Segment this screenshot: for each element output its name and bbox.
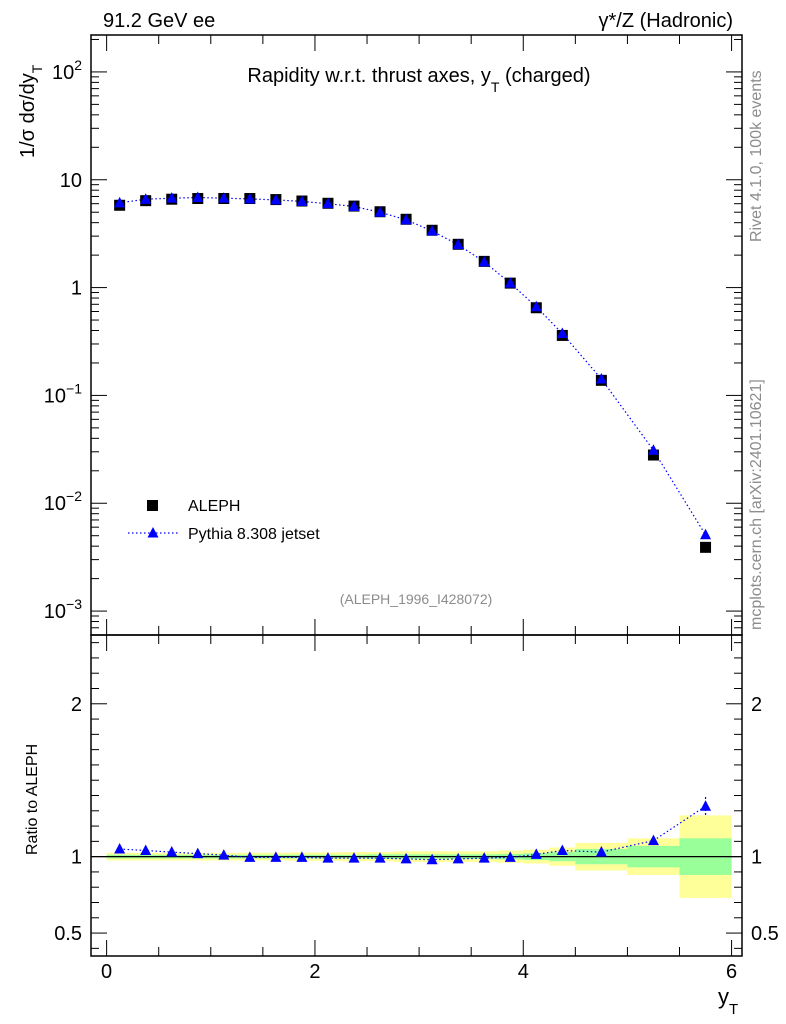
legend: ALEPH Pythia 8.308 jetset [128, 498, 320, 543]
ratio-point [322, 852, 334, 863]
ratio-point [478, 852, 490, 863]
ratio-point [504, 851, 516, 862]
ratio-point [296, 851, 308, 862]
y-tick-label: 10−3 [44, 596, 82, 623]
pythia-point [192, 191, 204, 202]
ratio-y-tick-label-right: 2 [751, 694, 762, 716]
ratio-point [270, 851, 282, 862]
pythia-point [348, 200, 360, 211]
y-tick-label: 10 [60, 170, 82, 192]
process-label: γ*/Z (Hadronic) [599, 10, 733, 32]
y-tick-label: 10−2 [44, 488, 82, 515]
pythia-point [114, 196, 126, 208]
main-plot-frame [90, 34, 743, 636]
pythia-point [426, 224, 438, 236]
ratio-point [244, 851, 256, 862]
pythia-point [374, 206, 386, 217]
pythia-point [556, 327, 568, 339]
pythia-point [478, 255, 490, 267]
ratio-point [426, 853, 438, 865]
main-plot: 102 10 1 10−1 10−2 10−3 Rapidity w.r.t. thrus… [17, 34, 743, 636]
pythia-point [322, 197, 334, 209]
legend-marker-pythia [147, 527, 159, 538]
ratio-point [530, 848, 542, 859]
x-tick-label: 4 [518, 961, 529, 983]
plot-title: Rapidity w.r.t. thrust axes, yT (charged… [247, 65, 590, 95]
ratio-point [556, 844, 568, 856]
x-tick-label: 6 [726, 961, 737, 983]
pythia-point [166, 192, 178, 203]
ratio-point [114, 843, 126, 854]
ratio-y-tick-label: 2 [71, 694, 82, 716]
legend-label-pythia: Pythia 8.308 jetset [188, 526, 320, 543]
ratio-plot-frame [90, 634, 743, 957]
ratio-point [192, 847, 204, 859]
legend-label-aleph: ALEPH [188, 498, 240, 515]
x-tick-label: 0 [101, 961, 112, 983]
ratio-y-tick-label-right: 1 [751, 847, 762, 869]
ratio-point [348, 852, 360, 863]
pythia-point [504, 277, 516, 288]
ratio-y-tick-label: 1 [71, 847, 82, 869]
ratio-point [700, 800, 712, 811]
energy-label: 91.2 GeV ee [103, 10, 215, 32]
pythia-point [530, 300, 542, 312]
pythia-point [700, 528, 712, 540]
ratio-point [140, 844, 152, 856]
ratio-point [374, 852, 386, 863]
pythia-point [244, 192, 256, 204]
mcplots-label: mcplots.cern.ch [arXiv:2401.10621] [748, 379, 765, 630]
pythia-point [452, 238, 464, 250]
ratio-point [595, 846, 607, 857]
pythia-point [140, 193, 152, 204]
x-axis-label: yT [718, 984, 738, 1018]
pythia-point [296, 195, 308, 206]
aleph-point [700, 541, 712, 553]
rivet-label: Rivet 4.1.0, 100k events [748, 70, 765, 242]
ratio-point [166, 846, 178, 857]
mc-line [119, 196, 707, 536]
pythia-point [400, 213, 412, 225]
pythia-point [647, 444, 659, 455]
y-tick-label: 10−1 [44, 380, 82, 407]
pythia-point [595, 372, 607, 384]
ratio-point [400, 852, 412, 864]
ratio-y-axis-label: Ratio to ALEPH [24, 744, 41, 855]
x-tick-label: 2 [309, 961, 320, 983]
ratio-y-tick-label-right: 0.5 [751, 923, 779, 945]
aleph-point [647, 449, 659, 461]
ratio-point [218, 849, 230, 860]
ratio-plot: 0.5 0.5 1 1 2 2 0 2 4 6 Ratio to ALEPH yT [24, 634, 779, 1018]
y-tick-label: 102 [52, 57, 82, 84]
y-tick-label: 1 [71, 278, 82, 300]
ratio-point [647, 834, 659, 846]
ratio-y-tick-label: 0.5 [54, 923, 82, 945]
pythia-point [270, 193, 282, 205]
y-axis-label: 1/σ dσ/dyT [17, 64, 45, 158]
ratio-point [452, 852, 464, 864]
analysis-watermark: (ALEPH_1996_I428072) [340, 591, 493, 607]
legend-marker-aleph [147, 500, 158, 511]
pythia-point [218, 192, 230, 203]
